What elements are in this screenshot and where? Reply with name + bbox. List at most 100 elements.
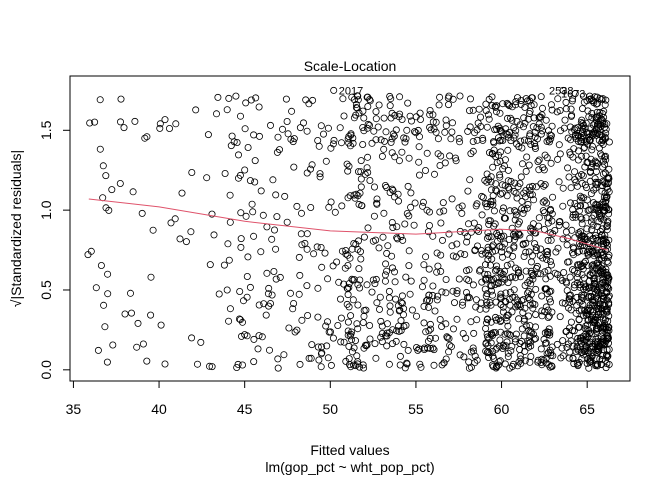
data-point (149, 226, 157, 234)
data-point (565, 340, 573, 348)
data-point (167, 219, 175, 227)
data-point (348, 275, 356, 283)
y-axis: 0.0 0.5 1.0 1.5 (38, 120, 71, 380)
data-point (603, 223, 611, 231)
data-point (330, 136, 338, 144)
data-point (303, 282, 311, 290)
data-point (420, 261, 428, 269)
data-point (464, 293, 472, 301)
data-point (578, 116, 586, 124)
data-point (460, 353, 468, 361)
data-point (378, 152, 386, 160)
data-point (396, 93, 404, 101)
data-point (540, 335, 548, 343)
data-point (603, 308, 611, 316)
data-point (314, 284, 322, 292)
data-point (387, 95, 395, 103)
data-point (447, 343, 455, 351)
data-point (483, 316, 491, 324)
data-point (236, 316, 244, 324)
data-point (590, 316, 598, 324)
data-point (532, 247, 540, 255)
data-point (516, 352, 524, 360)
data-point (416, 109, 424, 117)
data-point (322, 157, 330, 165)
data-point (465, 266, 473, 274)
data-point (385, 294, 393, 302)
data-point (225, 256, 233, 264)
data-point (381, 277, 389, 285)
data-point (555, 178, 563, 186)
data-point (350, 344, 358, 352)
data-point (556, 150, 564, 158)
data-point (96, 145, 104, 153)
data-point (388, 185, 396, 193)
data-point (535, 166, 543, 174)
data-point (147, 311, 155, 319)
data-point (363, 281, 371, 289)
data-point (227, 142, 235, 150)
data-point (499, 100, 507, 108)
data-point (493, 266, 501, 274)
data-point (539, 198, 547, 206)
data-point (601, 160, 609, 168)
data-point (356, 189, 364, 197)
scatter-points (84, 86, 613, 372)
data-point (408, 306, 416, 314)
data-point (285, 324, 293, 332)
data-point (532, 229, 540, 237)
data-point (341, 264, 349, 272)
data-point (539, 163, 547, 171)
data-point (488, 102, 496, 110)
data-point (291, 328, 299, 336)
data-point (420, 319, 428, 327)
data-point (488, 330, 496, 338)
data-point (466, 176, 474, 184)
data-point (241, 125, 249, 133)
data-point (599, 136, 607, 144)
data-point (489, 163, 497, 171)
data-point (504, 322, 512, 330)
data-point (436, 208, 444, 216)
data-point (380, 145, 388, 153)
data-point (429, 111, 437, 119)
data-point (442, 122, 450, 130)
data-point (590, 249, 598, 257)
data-point (599, 301, 607, 309)
data-point (389, 223, 397, 231)
data-point (426, 334, 434, 342)
data-point (398, 292, 406, 300)
data-point (351, 337, 359, 345)
data-point (573, 274, 581, 282)
data-point (581, 348, 589, 356)
data-point (380, 114, 388, 122)
data-point (251, 157, 259, 165)
data-point (274, 133, 282, 141)
data-point (440, 359, 448, 367)
data-point (407, 189, 415, 197)
data-point (117, 118, 125, 126)
data-point (502, 289, 510, 297)
data-point (587, 218, 595, 226)
data-point (582, 214, 590, 222)
data-point (225, 317, 233, 325)
data-point (567, 199, 575, 207)
data-point (565, 354, 573, 362)
data-point (303, 245, 311, 253)
data-point (543, 199, 551, 207)
data-point (99, 162, 107, 170)
data-point (471, 359, 479, 367)
data-point (306, 165, 314, 173)
data-point (514, 183, 522, 191)
data-point (508, 273, 516, 281)
data-point (513, 194, 521, 202)
data-point (257, 187, 265, 195)
data-point (360, 127, 368, 135)
data-point (539, 104, 547, 112)
data-point (524, 289, 532, 297)
data-point (471, 352, 479, 360)
data-point (165, 125, 173, 133)
data-point (307, 354, 315, 362)
data-point (583, 225, 591, 233)
data-point (178, 189, 186, 197)
